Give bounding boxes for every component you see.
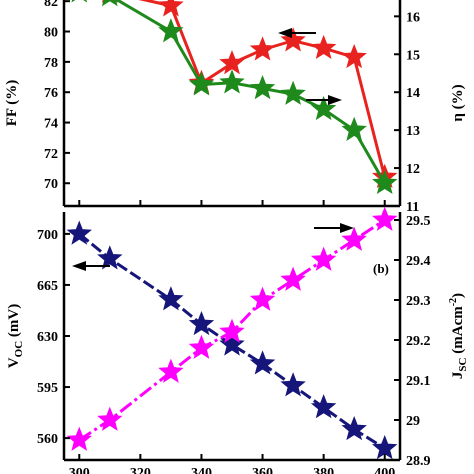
right-tick-label: 29: [406, 414, 420, 429]
right-tick-label: 13: [406, 124, 420, 139]
star-marker: [280, 27, 306, 52]
right-tick-label: 29.4: [406, 254, 431, 269]
right-tick-label: 16: [406, 10, 420, 25]
star-marker: [249, 350, 276, 375]
star-marker: [310, 95, 337, 121]
right-tick-label: 15: [406, 48, 420, 63]
right-tick-label: 29.5: [406, 214, 431, 229]
left-tick-label: 72: [44, 147, 58, 162]
right-axis-title: JSC (mAcm-2): [448, 293, 469, 379]
right-tick-label: 12: [406, 162, 420, 177]
star-marker: [158, 286, 184, 311]
star-marker: [219, 331, 245, 356]
left-tick-label: 665: [37, 279, 58, 294]
left-tick-label: 700: [37, 228, 58, 243]
star-marker: [280, 266, 306, 291]
star-marker: [97, 406, 123, 431]
star-marker: [341, 226, 367, 251]
star-marker: [249, 75, 276, 100]
star-marker: [219, 50, 245, 75]
right-tick-label: 14: [406, 86, 420, 101]
x-tick-label: 380: [313, 466, 334, 474]
star-marker: [310, 246, 337, 271]
star-marker: [71, 0, 88, 3]
left-tick-label: 560: [37, 432, 58, 447]
star-marker: [280, 80, 306, 105]
series-line-right: [78, 218, 386, 442]
left-tick-label: 74: [44, 117, 58, 132]
left-tick-label: 630: [37, 330, 58, 345]
right-tick-label: 11: [406, 200, 419, 215]
star-marker: [280, 372, 306, 397]
star-marker: [66, 426, 92, 451]
star-marker: [66, 220, 92, 245]
panel-a: 70 72 74 76 78 80 82 11 12 13 14 15 16 FF (%) η (%): [4, 0, 466, 215]
x-tick-label: 400: [374, 466, 395, 474]
star-marker: [158, 18, 184, 43]
left-axis-title: FF (%): [4, 80, 20, 127]
left-arrow-head: [278, 28, 292, 38]
left-axis-title: VOC (mV): [6, 304, 25, 368]
left-tick-label: 78: [44, 56, 58, 71]
star-marker: [219, 69, 245, 94]
series-line-left: [138, 0, 387, 178]
x-tick-label: 320: [130, 466, 151, 474]
right-axis-title: η (%): [450, 84, 466, 121]
star-marker: [219, 318, 245, 343]
star-marker: [372, 434, 398, 460]
right-tick-label: 28.9: [406, 454, 431, 469]
left-tick-label: 80: [44, 26, 58, 41]
star-marker: [341, 43, 367, 69]
right-arrow-head: [340, 223, 354, 233]
x-tick-label: 360: [252, 466, 273, 474]
panel-label: (b): [373, 261, 389, 276]
star-marker: [249, 36, 276, 61]
star-marker: [310, 34, 337, 60]
left-tick-label: 82: [44, 0, 58, 10]
star-marker: [158, 0, 184, 17]
left-arrow-head: [72, 261, 86, 271]
right-tick-label: 29.1: [406, 374, 431, 389]
star-marker: [188, 334, 215, 359]
panel-b: 560 595 630 665 700 28.9 29 29.1 29.2 29.3 29.4 29.…: [6, 206, 469, 474]
star-marker: [249, 286, 276, 311]
star-marker: [341, 415, 367, 441]
star-marker: [372, 206, 398, 231]
star-marker: [341, 116, 367, 141]
star-marker: [310, 394, 337, 419]
left-tick-label: 595: [37, 381, 58, 396]
star-marker: [158, 358, 184, 383]
star-marker: [101, 0, 118, 7]
star-marker: [372, 169, 398, 195]
star-marker: [188, 310, 215, 336]
right-tick-label: 29.3: [406, 294, 431, 309]
left-tick-label: 76: [44, 86, 58, 101]
x-tick-label: 340: [191, 466, 212, 474]
series-line-right: [114, 0, 387, 184]
right-arrow-head: [328, 95, 342, 105]
x-tick-label: 300: [69, 466, 90, 474]
star-marker: [188, 71, 215, 96]
star-marker: [97, 245, 123, 270]
left-tick-label: 70: [44, 177, 58, 192]
right-tick-label: 29.2: [406, 334, 431, 349]
